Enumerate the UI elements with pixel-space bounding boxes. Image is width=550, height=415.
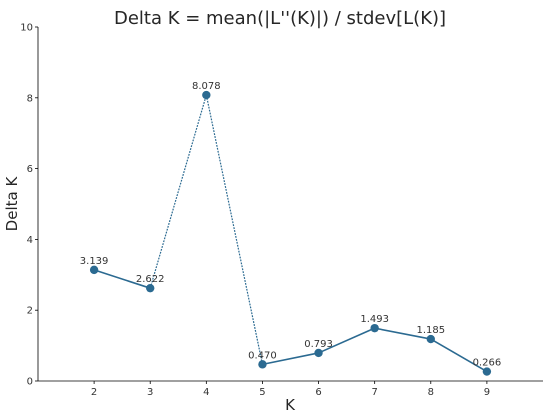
data-label: 8.078 bbox=[192, 81, 221, 92]
data-point bbox=[370, 323, 379, 333]
data-label: 0.266 bbox=[473, 358, 502, 369]
x-axis-label: K bbox=[285, 396, 296, 414]
series-lines bbox=[93, 94, 488, 373]
data-labels: 3.139 2.622 8.078 0.470 0.793 1.493 1.185 0.266 bbox=[80, 81, 501, 369]
data-point bbox=[482, 367, 492, 376]
series-line-segment bbox=[93, 269, 151, 289]
data-point bbox=[89, 265, 99, 275]
x-tick-label: 7 bbox=[371, 387, 377, 398]
series-points bbox=[89, 90, 492, 376]
x-tick-label: 4 bbox=[203, 387, 209, 398]
series-line-segment bbox=[262, 352, 319, 366]
series-line-segment bbox=[318, 327, 375, 354]
data-label: 1.493 bbox=[360, 314, 389, 325]
data-label: 2.622 bbox=[136, 274, 165, 285]
x-axis-ticks: 2 3 4 5 6 7 8 9 bbox=[91, 381, 490, 398]
data-label: 3.139 bbox=[80, 256, 109, 267]
y-tick-label: 2 bbox=[27, 306, 33, 317]
data-point bbox=[258, 360, 267, 369]
x-tick-label: 9 bbox=[484, 387, 490, 398]
x-tick-label: 8 bbox=[428, 387, 434, 398]
data-label: 0.793 bbox=[304, 339, 333, 350]
x-tick-label: 6 bbox=[315, 387, 321, 398]
series-line-segment bbox=[430, 338, 488, 373]
series-line-segment bbox=[374, 327, 431, 340]
y-tick-label: 6 bbox=[27, 164, 33, 175]
y-tick-label: 10 bbox=[20, 23, 33, 34]
data-point bbox=[202, 90, 211, 100]
x-tick-label: 5 bbox=[259, 387, 265, 398]
y-tick-label: 4 bbox=[27, 235, 33, 246]
data-label: 1.185 bbox=[416, 325, 445, 336]
series-line-segment bbox=[149, 94, 207, 289]
y-axis-label: Delta K bbox=[3, 176, 21, 232]
series-line-segment bbox=[205, 94, 264, 365]
y-axis-ticks: 0 2 4 6 8 10 bbox=[20, 23, 38, 388]
data-point bbox=[146, 283, 155, 293]
y-tick-label: 0 bbox=[27, 377, 33, 388]
data-point bbox=[426, 334, 435, 344]
x-tick-label: 2 bbox=[91, 387, 97, 398]
x-tick-label: 3 bbox=[147, 387, 153, 398]
data-point bbox=[314, 348, 323, 358]
data-label: 0.470 bbox=[248, 350, 277, 361]
chart-title: Delta K = mean(|L''(K)|) / stdev[L(K)] bbox=[114, 8, 446, 29]
y-tick-label: 8 bbox=[27, 93, 33, 104]
